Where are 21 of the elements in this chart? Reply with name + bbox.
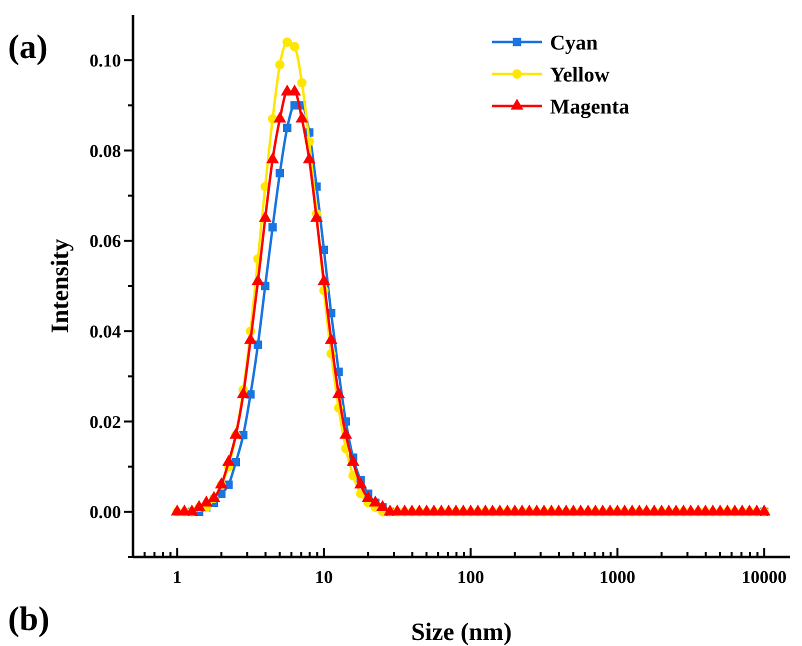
y-tick-label: 0.04 <box>90 321 121 342</box>
point <box>268 223 277 232</box>
legend-label: Magenta <box>550 94 630 118</box>
text: (a) <box>8 29 48 66</box>
y-tick-label: 0.10 <box>90 50 121 70</box>
legend-label: Yellow <box>550 62 610 86</box>
x-axis-title: Size (nm) <box>411 619 512 646</box>
x-tick-label: 10000 <box>742 567 787 587</box>
legend-label: Cyan <box>550 30 598 54</box>
x-tick-label: 1000 <box>599 567 636 587</box>
x-tick-label: 10 <box>314 567 333 587</box>
y-axis-title: Intensity <box>47 238 74 334</box>
point <box>283 124 292 132</box>
y-tick-label: 0.02 <box>90 412 121 432</box>
x-tick-label: 100 <box>457 567 484 587</box>
text: (b) <box>8 601 50 638</box>
y-tick-label: 0.06 <box>90 231 121 252</box>
y-tick-label: 0.08 <box>90 140 121 161</box>
point <box>276 168 284 178</box>
x-tick-label: 1 <box>172 567 182 587</box>
y-tick-label: 0.00 <box>90 502 121 522</box>
